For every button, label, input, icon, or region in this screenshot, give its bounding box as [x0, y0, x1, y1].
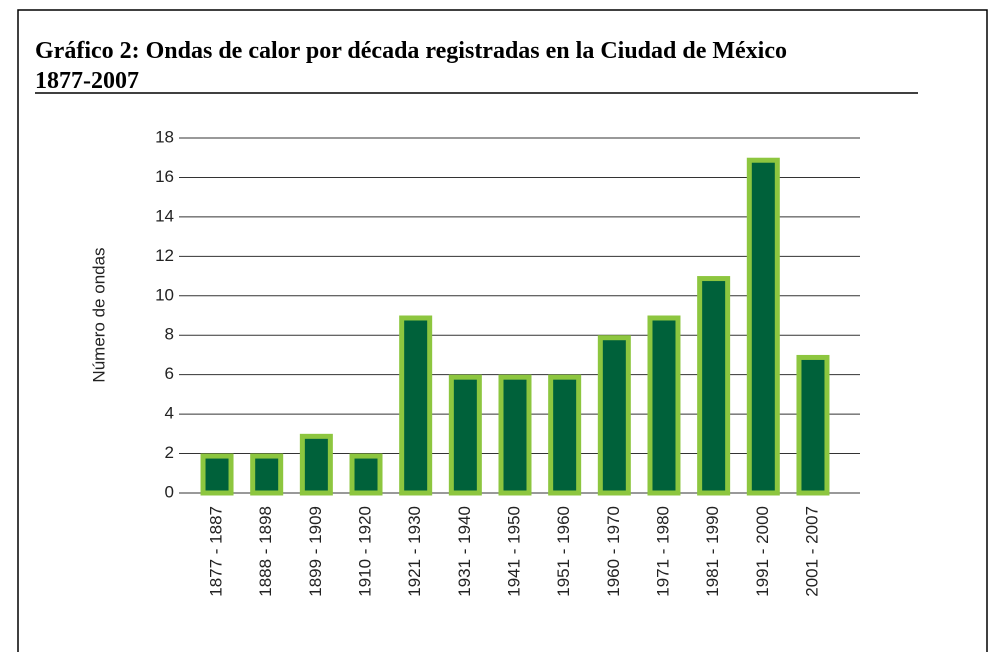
bar: [349, 453, 383, 496]
bar: [697, 276, 731, 496]
x-tick-label: 1941 - 1950: [504, 506, 523, 597]
bar: [597, 335, 631, 496]
y-tick-label: 12: [155, 246, 174, 265]
y-axis-label: Número de ondas: [89, 247, 108, 382]
x-tick-label: 1951 - 1960: [554, 506, 573, 597]
x-tick-label: 1888 - 1898: [256, 506, 275, 597]
y-tick-label: 6: [165, 364, 174, 383]
x-tick-label: 1921 - 1930: [405, 506, 424, 597]
y-tick-label: 14: [155, 206, 174, 225]
bar: [746, 157, 780, 496]
page-border: [17, 9, 988, 652]
x-tick-label: 1899 - 1909: [306, 506, 325, 597]
bar: [498, 374, 532, 496]
x-tick-label: 1960 - 1970: [604, 506, 623, 597]
bar: [299, 433, 333, 496]
chart-title: Gráfico 2: Ondas de calor por década reg…: [35, 38, 787, 64]
x-tick-label: 1931 - 1940: [455, 506, 474, 597]
x-tick-label: 2001 - 2007: [802, 506, 821, 597]
y-tick-label: 8: [165, 325, 174, 344]
bar: [399, 315, 433, 496]
y-tick-label: 10: [155, 285, 174, 304]
chart-title: 1877-2007: [35, 68, 139, 94]
x-tick-label: 1981 - 1990: [703, 506, 722, 597]
bar: [796, 354, 830, 496]
y-tick-label: 16: [155, 167, 174, 186]
bar: [448, 374, 482, 496]
y-tick-label: 4: [165, 404, 174, 423]
bar: [647, 315, 681, 496]
y-tick-label: 0: [165, 482, 174, 501]
x-tick-label: 1910 - 1920: [355, 506, 374, 597]
bar: [250, 453, 284, 496]
bar: [200, 453, 234, 496]
bar: [548, 374, 582, 496]
y-tick-label: 18: [155, 127, 174, 146]
x-tick-label: 1877 - 1887: [207, 506, 226, 597]
x-tick-label: 1971 - 1980: [653, 506, 672, 597]
y-tick-label: 2: [165, 443, 174, 462]
x-tick-label: 1991 - 2000: [753, 506, 772, 597]
